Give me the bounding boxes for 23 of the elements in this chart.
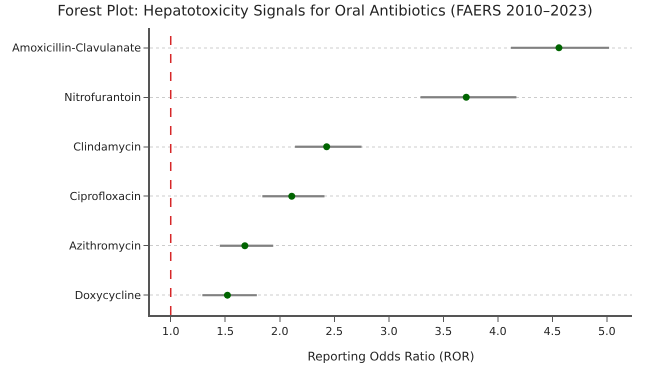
x-tick-label: 2.0 [271,324,289,338]
x-axis-title: Reporting Odds Ratio (ROR) [307,349,475,364]
x-tick-label: 3.0 [380,324,398,338]
y-tick-label: Clindamycin [73,140,142,154]
chart-title: Forest Plot: Hepatotoxicity Signals for Oral Antibiotics (FAERS 2010–2023) [57,4,593,20]
x-tick-label: 2.5 [326,324,344,338]
point [224,292,231,299]
y-tick-label: Nitrofurantoin [64,91,142,104]
point [462,94,470,101]
y-tick-label: Azithromycin [69,240,142,253]
x-tick-label: 4.5 [544,324,562,338]
y-tick-label: Ciprofloxacin [70,190,142,204]
x-tick-label: 3.5 [434,324,452,338]
y-tick-label: Doxycycline [74,289,142,302]
x-tick-label: 5.0 [598,324,616,338]
point [323,143,330,150]
point [288,192,296,200]
y-tick-label: Amoxicillin-Clavulanate [12,42,142,55]
x-tick-label: 4.0 [489,324,507,338]
point [555,44,562,52]
point [241,242,248,250]
x-tick-label: 1.5 [216,324,234,338]
x-tick-label: 1.0 [162,324,180,338]
